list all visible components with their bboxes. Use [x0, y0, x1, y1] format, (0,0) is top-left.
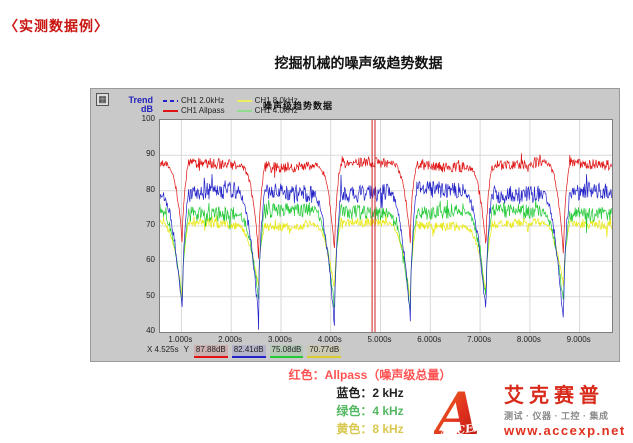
status-readout: 87.88dB [193, 345, 228, 358]
brand-url[interactable]: www.accexp.net [504, 423, 626, 438]
logo-a-icon: A ACCEXP [434, 382, 492, 441]
x-tick-label: 2.000s [218, 335, 243, 344]
status-x-value: X 4.525s [147, 345, 179, 354]
logo-letter: A [434, 382, 480, 441]
y-tick-label: 50 [146, 290, 155, 300]
footnote: 红色：Allpass（噪声级总量） 蓝色：2 kHz 绿色：4 kHz 黄色：8 kH… [276, 366, 464, 438]
legend-swatch [163, 110, 178, 112]
y-tick-label: 40 [146, 326, 155, 335]
legend-item-label: CH1 Allpass [181, 106, 225, 115]
page-title: 挖掘机械的噪声级趋势数据 [274, 55, 443, 71]
legend-item-label: CH1 2.0kHz [181, 96, 225, 105]
trend-chart-svg [160, 120, 612, 332]
y-tick-label: 100 [141, 114, 155, 123]
legend-swatch [236, 110, 252, 112]
y-tick-label: 60 [146, 255, 155, 265]
chart-panel: ▦ Trend dB CH1 2.0kHz CH1 Allpass CH1 8.0k… [90, 88, 620, 362]
legend-item-label: CH1 4.0kHz [254, 106, 298, 115]
x-tick-label: 3.000s [267, 335, 292, 344]
plot-area [159, 119, 613, 333]
legend-item-label: CH1 8.0kHz [254, 96, 298, 105]
chart-overlay-title: 噪声级趋势数据 [263, 101, 334, 111]
brand-name: 艾克赛普 [504, 385, 604, 407]
y-tick-label: 90 [146, 149, 155, 159]
status-readout: 75.08dB [269, 345, 304, 358]
legend-item: CH1 4.0kHz [236, 106, 298, 116]
legend: CH1 2.0kHz CH1 Allpass CH1 8.0kHz CH1 4.0kH… [163, 96, 298, 116]
footnote-line: 蓝色：2 kHz [336, 386, 404, 400]
x-tick-label: 8.000s [516, 335, 541, 344]
legend-item: CH1 2.0kHz [163, 96, 225, 106]
x-tick-label: 9.000s [566, 335, 591, 344]
status-bar: X 4.525s Y 87.88dB 82.41dB 75.08dB 70.77dB [147, 345, 342, 358]
footnote-line: 绿色：4 kHz [336, 404, 404, 418]
status-readout: 82.41dB [231, 345, 266, 358]
status-y-label: Y [183, 345, 189, 354]
status-readouts: 87.88dB 82.41dB 75.08dB 70.77dB [193, 345, 342, 358]
axis-title: Trend dB [103, 96, 153, 114]
x-tick-label: 7.000s [467, 335, 492, 344]
accexp-logo: A ACCEXP 艾克赛普 测试 · 仪器 · 工控 · 集成 www.acce… [434, 382, 630, 441]
x-tick-label: 5.000s [367, 335, 392, 344]
legend-item: CH1 8.0kHz [236, 96, 298, 106]
legend-swatch [236, 100, 252, 102]
legend-item: CH1 Allpass [163, 106, 225, 116]
footnote-line: 红色：Allpass（噪声级总量） [288, 368, 452, 382]
footnote-line: 黄色：8 kHz [336, 422, 404, 436]
y-tick-label: 70 [146, 220, 155, 229]
brand-tagline: 测试 · 仪器 · 工控 · 集成 [504, 411, 609, 421]
x-tick-label: 4.000s [317, 335, 342, 344]
x-tick-label: 1.000s [168, 335, 193, 344]
x-tick-label: 6.000s [417, 335, 442, 344]
legend-swatch [163, 100, 178, 102]
y-tick-label: 80 [146, 184, 155, 194]
status-readout: 70.77dB [307, 345, 342, 358]
graph-icon-button[interactable]: ▦ [96, 93, 109, 106]
corner-label: 〈实测数据例〉 [4, 18, 109, 34]
axis-title-trend: Trend [128, 95, 153, 105]
brand-block: 艾克赛普 测试 · 仪器 · 工控 · 集成 www.accexp.net [504, 385, 630, 438]
axis-title-unit: dB [141, 104, 153, 114]
